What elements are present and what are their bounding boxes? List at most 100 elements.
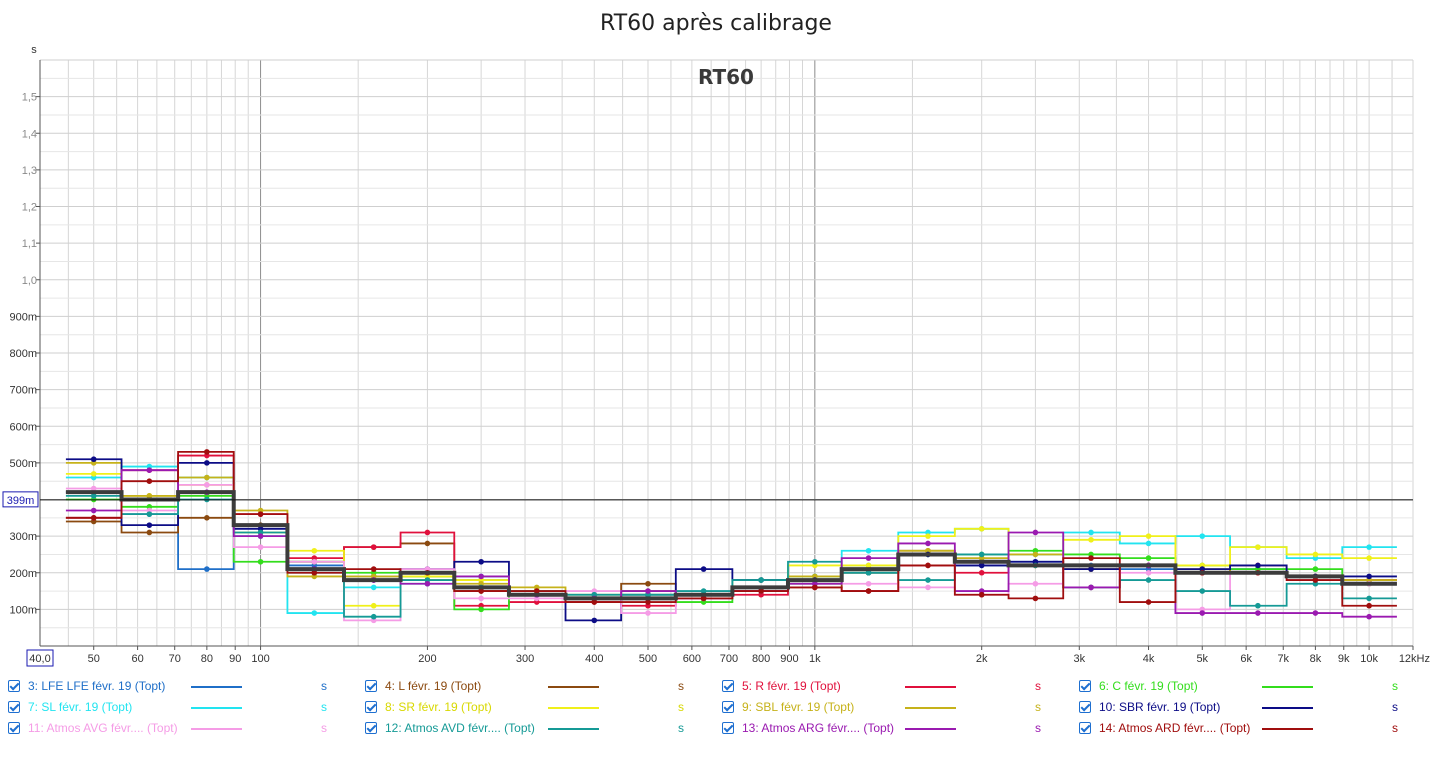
series-point — [1312, 610, 1319, 616]
series-point — [591, 617, 598, 624]
series-point — [257, 511, 264, 517]
legend-checkbox-icon[interactable] — [365, 680, 377, 692]
series-point — [645, 580, 651, 587]
series-point — [90, 515, 97, 521]
x-tick-label: 400 — [585, 653, 603, 665]
legend-checkbox-icon[interactable] — [1079, 701, 1091, 713]
x-start-box — [26, 649, 54, 667]
series-point — [257, 533, 264, 539]
y-tick-label: 1,3 — [22, 165, 37, 177]
series-point — [812, 558, 818, 565]
legend-swatch — [191, 707, 242, 709]
series-point — [812, 584, 818, 591]
series-point — [311, 558, 318, 565]
legend-item[interactable]: 13: Atmos ARG févr.... (Topt) s — [722, 720, 1074, 738]
legend-checkbox-icon[interactable] — [1079, 680, 1091, 692]
series-point — [204, 460, 210, 466]
series-point — [645, 599, 651, 605]
series-point — [311, 569, 318, 576]
grid-lines — [39, 59, 1414, 646]
legend-item[interactable]: 7: SL févr. 19 (Topt) s — [8, 699, 360, 717]
legend-swatch — [905, 686, 956, 688]
legend-item[interactable]: 8: SR févr. 19 (Topt) s — [365, 699, 717, 717]
series-point — [204, 474, 210, 481]
series-point — [90, 456, 97, 463]
series-point — [146, 478, 153, 484]
series-point — [424, 529, 431, 536]
y-tick-label: 700m — [9, 385, 37, 397]
series-point — [424, 580, 431, 587]
y-tick-label: 1,1 — [22, 238, 37, 250]
series-point — [978, 562, 985, 569]
legend-item[interactable]: 11: Atmos AVG févr.... (Topt) s — [8, 720, 360, 738]
legend-item[interactable]: 5: R févr. 19 (Topt) s — [722, 678, 1074, 696]
x-tick-label: 6k — [1240, 653, 1252, 665]
legend-unit: s — [321, 679, 327, 693]
x-tick-label: 1k — [809, 653, 821, 665]
legend-item[interactable]: 4: L févr. 19 (Topt) s — [365, 678, 717, 696]
legend-checkbox-icon[interactable] — [365, 701, 377, 713]
legend-checkbox-icon[interactable] — [8, 701, 20, 713]
x-tick-label: 10k — [1360, 653, 1378, 665]
marker-value-label: 399m — [7, 495, 35, 507]
legend-label: 5: R févr. 19 (Topt) — [742, 679, 841, 693]
series-point — [1145, 577, 1152, 583]
legend-label: 3: LFE LFE févr. 19 (Topt) — [28, 679, 166, 693]
legend-item[interactable]: 10: SBR févr. 19 (Topt) s — [1079, 699, 1431, 717]
legend-swatch — [905, 707, 956, 709]
legend-checkbox-icon[interactable] — [8, 722, 20, 734]
series-layer — [65, 449, 1397, 624]
series-point — [645, 588, 651, 594]
x-tick-label: 200 — [418, 653, 436, 665]
series-point — [925, 562, 931, 569]
legend-checkbox-icon[interactable] — [722, 701, 734, 713]
series-point — [90, 493, 97, 499]
series-point — [1255, 610, 1261, 616]
legend-item[interactable]: 9: SBL févr. 19 (Topt) s — [722, 699, 1074, 717]
legend-checkbox-icon[interactable] — [722, 680, 734, 692]
series-point — [865, 588, 872, 594]
legend-item[interactable]: 3: LFE LFE févr. 19 (Topt) s — [8, 678, 360, 696]
legend-swatch — [191, 686, 242, 688]
series-point — [1088, 536, 1094, 543]
series-line — [65, 483, 1397, 622]
chart-title: RT60 après calibrage — [600, 11, 832, 36]
series-point — [1145, 599, 1152, 605]
legend: 3: LFE LFE févr. 19 (Topt) s 4: L févr. 19… — [0, 676, 1433, 756]
legend-checkbox-icon[interactable] — [8, 680, 20, 692]
x-tick-label: 60 — [131, 653, 143, 665]
legend-label: 7: SL févr. 19 (Topt) — [28, 700, 133, 714]
series-point — [146, 493, 153, 499]
series-point — [1366, 573, 1372, 580]
x-tick-label: 9k — [1338, 653, 1350, 665]
legend-checkbox-icon[interactable] — [722, 722, 734, 734]
y-tick-label: 1,5 — [22, 92, 37, 104]
series-point — [1199, 533, 1206, 539]
x-tick-label: 100 — [251, 653, 269, 665]
rt60-chart: RT60 après calibrage s 100m 200m 300m 500m 60… — [2, 11, 1430, 667]
series-point — [311, 610, 318, 616]
legend-label: 8: SR févr. 19 (Topt) — [385, 700, 492, 714]
series-point — [90, 471, 97, 477]
series-point — [370, 566, 377, 572]
series-point — [1032, 529, 1039, 536]
series-point — [925, 577, 931, 583]
series-line — [65, 491, 1397, 600]
series-point — [1032, 595, 1039, 602]
series-point — [1145, 569, 1152, 576]
legend-unit: s — [321, 700, 327, 714]
series-point — [758, 588, 764, 594]
legend-checkbox-icon[interactable] — [365, 722, 377, 734]
legend-item[interactable]: 6: C févr. 19 (Topt) s — [1079, 678, 1431, 696]
series-point — [424, 540, 431, 547]
series-point — [1366, 613, 1372, 620]
series-point — [1199, 610, 1206, 616]
legend-checkbox-icon[interactable] — [1079, 722, 1091, 734]
legend-unit: s — [1392, 700, 1398, 714]
series-point — [645, 610, 651, 616]
legend-item[interactable]: 12: Atmos AVD févr.... (Topt) s — [365, 720, 717, 738]
legend-swatch — [905, 728, 956, 730]
x-tick-label: 70 — [169, 653, 181, 665]
legend-unit: s — [1035, 700, 1041, 714]
legend-item[interactable]: 14: Atmos ARD févr.... (Topt) s — [1079, 720, 1431, 738]
